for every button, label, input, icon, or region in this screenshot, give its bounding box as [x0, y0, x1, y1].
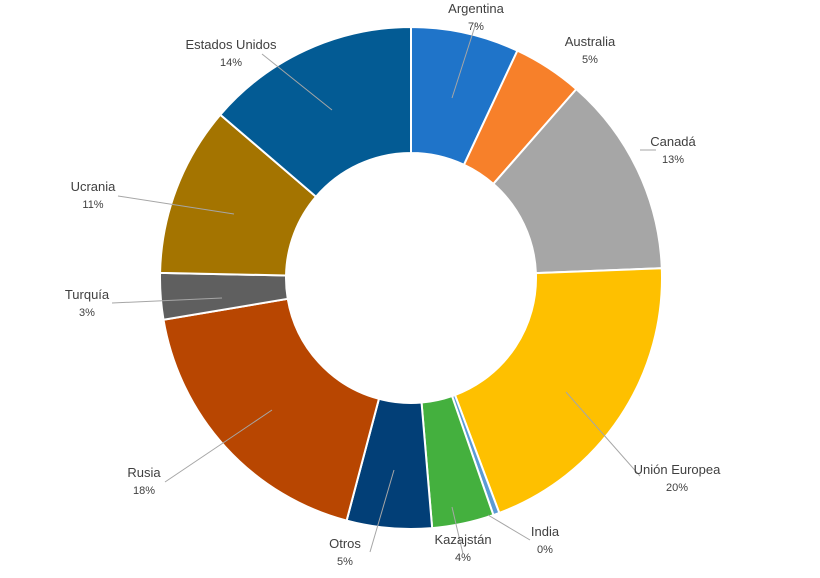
slices-group [159, 25, 663, 530]
label-name-ucrania: Ucrania [71, 179, 117, 194]
label-value-rusia: 18% [133, 485, 155, 497]
label-value-australia: 5% [582, 54, 598, 66]
label-value-argentina: 7% [468, 21, 484, 33]
label-name-kazajstan: Kazajstán [434, 532, 491, 547]
leader-line-argentina [451, 22, 477, 99]
leader-line-union-europea [565, 391, 641, 477]
slice-rusia [162, 297, 381, 522]
label-name-turquia: Turquía [65, 287, 110, 302]
label-name-otros: Otros [329, 536, 361, 551]
label-name-argentina: Argentina [448, 1, 504, 16]
slice-canada [491, 87, 663, 275]
label-value-kazajstan: 4% [455, 552, 471, 564]
label-value-otros: 5% [337, 556, 353, 568]
label-value-canada: 13% [662, 154, 684, 166]
leader-lines-group [111, 22, 656, 555]
leader-line-kazajstan [451, 506, 464, 555]
leader-line-ucrania [117, 195, 235, 215]
data-labels-group: Argentina 7% Australia 5% Canadá 13% Unión Eur… [65, 1, 721, 568]
slice-estados-unidos [218, 25, 412, 199]
label-name-india: India [531, 524, 560, 539]
label-name-union-europea: Unión Europea [634, 462, 721, 477]
label-value-india: 0% [537, 544, 553, 556]
label-name-rusia: Rusia [127, 465, 161, 480]
leader-line-otros [369, 469, 395, 553]
label-name-australia: Australia [565, 34, 616, 49]
label-name-canada: Canadá [650, 134, 696, 149]
label-value-union-europea: 20% [666, 482, 688, 494]
leader-line-rusia [164, 409, 273, 483]
leader-line-india [487, 514, 531, 541]
label-value-turquia: 3% [79, 307, 95, 319]
leader-line-estados-unidos [261, 53, 333, 111]
slice-union-europea [453, 267, 663, 515]
label-value-estados-unidos: 14% [220, 57, 242, 69]
label-name-estados-unidos: Estados Unidos [185, 37, 277, 52]
label-value-ucrania: 11% [82, 199, 103, 211]
leader-line-turquia [111, 297, 223, 304]
